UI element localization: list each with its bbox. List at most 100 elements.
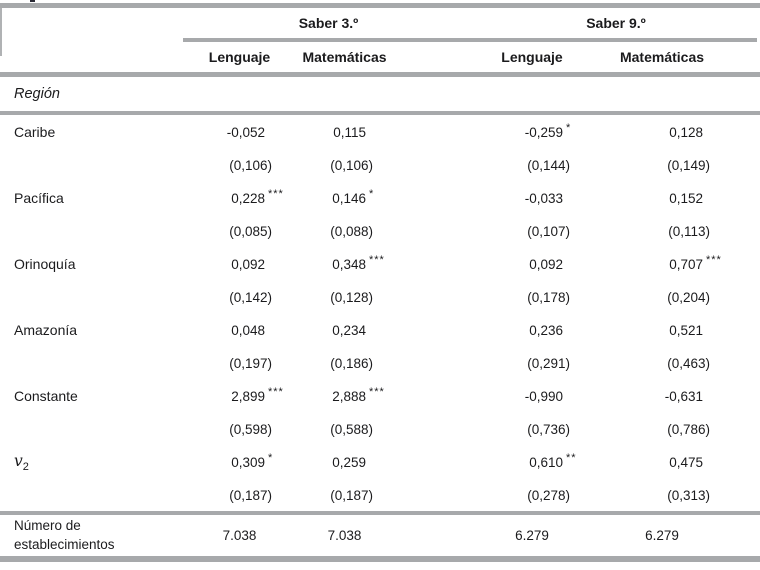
coef-value: 0,115 — [333, 124, 366, 140]
std-error: (0,291) — [527, 355, 570, 371]
std-error: (0,149) — [667, 157, 710, 173]
row-label-v2: v2 — [14, 451, 29, 473]
panel-header-saber3: Saber 3.º — [298, 15, 359, 31]
row-label: Amazonía — [14, 322, 78, 338]
significance-stars: * — [369, 188, 375, 200]
coef-value: 2,888 — [332, 388, 366, 404]
std-error: (0,786) — [667, 421, 710, 437]
table-bottom-rule — [0, 556, 760, 562]
row-label: Orinoquía — [14, 256, 76, 272]
coef-value: 0,348 — [332, 256, 366, 272]
coef-value: 0,152 — [669, 190, 703, 206]
header-rule — [0, 72, 760, 77]
table-row-pacifica-se: (0,085) (0,088) (0,107) (0,113) — [0, 215, 760, 247]
section-row: Región — [0, 77, 760, 111]
table-row-v2: v2 0,309 * 0,259 0,610 ** 0,475 — [0, 445, 760, 479]
table-row-pacifica: Pacífica 0,228 *** 0,146 * -0,033 0,152 — [0, 181, 760, 215]
left-border-artifact — [0, 8, 2, 56]
std-error: (0,085) — [229, 223, 272, 239]
coef-value: 0,128 — [669, 124, 703, 140]
significance-stars: *** — [369, 254, 385, 266]
row-label: Constante — [14, 388, 78, 404]
observations-count: 6.279 — [515, 528, 549, 543]
scan-artifact — [30, 0, 35, 2]
std-error: (0,197) — [229, 355, 272, 371]
std-error: (0,088) — [330, 223, 373, 239]
std-error: (0,107) — [527, 223, 570, 239]
coef-value: 0,048 — [231, 322, 265, 338]
std-error: (0,187) — [330, 487, 373, 503]
coef-value: 0,228 — [231, 190, 265, 206]
std-error: (0,142) — [229, 289, 272, 305]
coef-value: 0,234 — [332, 322, 366, 338]
std-error: (0,313) — [667, 487, 710, 503]
table-row-orinoquia-se: (0,142) (0,128) (0,178) (0,204) — [0, 281, 760, 313]
row-label: Caribe — [14, 124, 56, 140]
table-row-constante: Constante 2,899 *** 2,888 *** -0,990 -0,63… — [0, 379, 760, 413]
significance-stars: * — [268, 452, 274, 464]
std-error: (0,598) — [229, 421, 272, 437]
coef-value: 0,092 — [231, 256, 265, 272]
column-header-matematicas-9: Matemáticas — [619, 49, 705, 65]
significance-stars: ** — [566, 452, 577, 464]
column-header-row: Lenguaje Matemáticas Lenguaje Matemática… — [0, 42, 760, 72]
std-error: (0,106) — [330, 157, 373, 173]
coef-value: 0,146 — [332, 190, 366, 206]
std-error: (0,106) — [229, 157, 272, 173]
coef-value: 2,899 — [231, 388, 265, 404]
coef-value: 0,309 — [231, 454, 265, 470]
coef-value: 0,475 — [669, 454, 703, 470]
coef-value: 0,610 — [529, 454, 563, 470]
observations-count: 6.279 — [645, 528, 679, 543]
column-header-matematicas-3: Matemáticas — [302, 49, 387, 65]
significance-stars: * — [566, 122, 572, 134]
table-row-caribe: Caribe -0,052 0,115 -0,259 * 0,128 — [0, 115, 760, 149]
std-error: (0,463) — [667, 355, 710, 371]
table-top-rule — [0, 3, 760, 8]
std-error: (0,588) — [330, 421, 373, 437]
coef-value: -0,052 — [226, 124, 265, 140]
table-row-amazonia: Amazonía 0,048 0,234 0,236 0,521 — [0, 313, 760, 347]
std-error: (0,278) — [527, 487, 570, 503]
coef-value: 0,707 — [669, 256, 703, 272]
std-error: (0,144) — [527, 157, 570, 173]
std-error: (0,187) — [229, 487, 272, 503]
coef-value: 0,521 — [669, 322, 703, 338]
observations-label: Número de establecimientos — [14, 518, 115, 552]
coef-value: -0,631 — [664, 388, 703, 404]
column-header-lenguaje-9: Lenguaje — [501, 49, 563, 65]
observations-count: 7.038 — [327, 528, 362, 543]
std-error: (0,128) — [330, 289, 373, 305]
coef-value: -0,259 — [524, 124, 563, 140]
table-row-orinoquia: Orinoquía 0,092 0,348 *** 0,092 0,707 *** — [0, 247, 760, 281]
section-label: Región — [14, 86, 60, 102]
column-header-lenguaje-3: Lenguaje — [208, 49, 271, 65]
panel-header-saber9: Saber 9.º — [586, 15, 646, 31]
coef-value: 0,236 — [529, 322, 563, 338]
coef-value: -0,990 — [524, 388, 563, 404]
coef-value: -0,033 — [524, 190, 563, 206]
std-error: (0,178) — [527, 289, 570, 305]
std-error: (0,113) — [668, 223, 710, 239]
significance-stars: *** — [268, 386, 284, 398]
panel-header-underline — [183, 38, 757, 42]
panel-header-row: Saber 3.º Saber 9.º — [0, 8, 760, 38]
table-row-observations: Número de establecimientos 7.038 7.038 6… — [0, 515, 760, 556]
significance-stars: *** — [706, 254, 722, 266]
row-label: Pacífica — [14, 190, 64, 206]
table-row-amazonia-se: (0,197) (0,186) (0,291) (0,463) — [0, 347, 760, 379]
coef-value: 0,259 — [332, 454, 366, 470]
std-error: (0,736) — [527, 421, 570, 437]
coef-value: 0,092 — [529, 256, 563, 272]
significance-stars: *** — [369, 386, 385, 398]
significance-stars: *** — [268, 188, 284, 200]
std-error: (0,186) — [330, 355, 373, 371]
observations-count: 7.038 — [222, 528, 257, 543]
table-row-caribe-se: (0,106) (0,106) (0,144) (0,149) — [0, 149, 760, 181]
table-row-constante-se: (0,598) (0,588) (0,736) (0,786) — [0, 413, 760, 445]
footer-rule — [0, 511, 760, 515]
table-row-v2-se: (0,187) (0,187) (0,278) (0,313) — [0, 479, 760, 511]
section-rule — [0, 111, 760, 115]
std-error: (0,204) — [667, 289, 710, 305]
